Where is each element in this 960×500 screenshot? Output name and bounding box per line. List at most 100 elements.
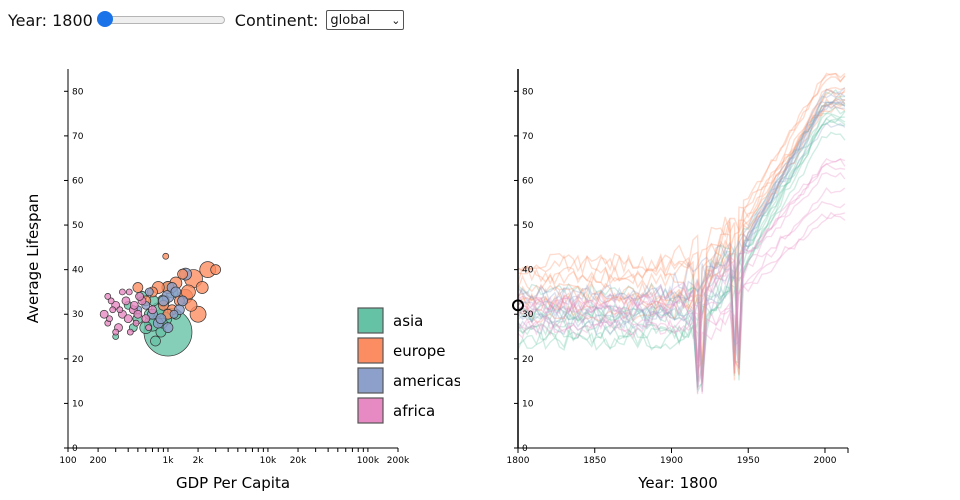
- series-line-americas: [517, 87, 846, 354]
- x-tick-label: 1900: [660, 456, 683, 466]
- x-tick-label: 2000: [814, 456, 837, 466]
- bubble-americas: [158, 295, 169, 307]
- y-tick-label: 70: [522, 132, 534, 142]
- y-tick-label: 80: [522, 87, 534, 97]
- x-tick-label: 1800: [507, 456, 530, 466]
- y-tick-label: 50: [522, 221, 534, 231]
- bubble-africa: [123, 314, 133, 324]
- bubble-africa: [121, 296, 131, 306]
- year-slider-track[interactable]: [96, 16, 225, 24]
- country-lines: [517, 72, 846, 395]
- series-line-asia: [517, 110, 846, 324]
- year-slider-thumb[interactable]: [96, 11, 113, 27]
- bubble-europe: [181, 284, 196, 300]
- continent-select[interactable]: global ⌄: [326, 10, 405, 30]
- y-tick-label: 60: [522, 176, 534, 186]
- x-tick-label: 20k: [290, 456, 307, 466]
- bubble-africa: [107, 297, 115, 305]
- series-line-americas: [517, 101, 845, 390]
- series-line-europe: [517, 72, 846, 305]
- y-tick-label: 30: [522, 310, 534, 320]
- x-tick-label: 2k: [193, 456, 205, 466]
- bubble-europe: [177, 268, 188, 280]
- legend-swatch-americas: [357, 367, 384, 394]
- series-line-asia: [517, 119, 845, 354]
- series-line-europe: [517, 72, 846, 370]
- line-chart: 0 10 20 30 40 50 60 70 80 1800 1850 1900 1950 2000 Yea…: [507, 69, 849, 492]
- continent-label: Continent:: [234, 10, 319, 30]
- series-line-europe: [517, 89, 846, 383]
- y-tick-label: 60: [72, 176, 84, 186]
- legend-swatch-africa: [357, 397, 384, 424]
- series-line-americas: [517, 101, 846, 361]
- series-line-europe: [517, 105, 846, 374]
- bubble-africa: [148, 305, 157, 315]
- bubble-africa: [133, 309, 143, 319]
- bubble-africa: [99, 309, 109, 319]
- y-tick-label: 80: [72, 87, 84, 97]
- x-tick-label: 1850: [583, 456, 606, 466]
- x-tick-label: 10k: [260, 456, 277, 466]
- bubble-africa: [104, 293, 112, 300]
- continent-select-value: global: [330, 13, 371, 28]
- year-slider[interactable]: [96, 10, 225, 30]
- chevron-down-icon: ⌄: [391, 14, 401, 27]
- y-tick-label: 70: [72, 132, 84, 142]
- series-line-europe: [517, 86, 846, 376]
- bubble-africa: [145, 324, 152, 331]
- bubble-americas: [169, 309, 179, 319]
- series-line-europe: [517, 97, 846, 383]
- series-line-africa: [517, 200, 846, 364]
- y-tick-label: 20: [72, 355, 84, 365]
- bubble-americas: [177, 295, 188, 307]
- series-line-americas: [517, 122, 846, 369]
- x-tick-label: 100k: [357, 456, 380, 466]
- bubble-africa: [106, 315, 113, 323]
- y-tick-label: 40: [522, 266, 534, 276]
- series-line-europe: [517, 75, 846, 372]
- x-axis-title: Year: 1800: [637, 474, 718, 492]
- bubble-africa: [112, 328, 120, 336]
- legend-label-africa: africa: [393, 402, 435, 420]
- bubble-americas: [162, 322, 174, 333]
- bubble-europe: [195, 281, 209, 294]
- bubble-africa: [141, 314, 151, 324]
- bubble-africa: [119, 288, 126, 296]
- series-line-asia: [517, 106, 846, 395]
- y-tick-label: 40: [72, 266, 84, 276]
- series-line-europe: [517, 89, 846, 375]
- series-line-asia: [517, 114, 846, 382]
- series-line-americas: [517, 100, 846, 381]
- series-line-asia: [517, 96, 846, 381]
- bubble-europe: [210, 264, 222, 275]
- bubble-africa: [129, 300, 139, 310]
- x-tick-label: 200k: [387, 456, 410, 466]
- y-tick-label: 10: [72, 399, 84, 409]
- legend-swatch-asia: [357, 307, 384, 334]
- series-line-asia: [517, 116, 845, 382]
- x-tick-label: 100: [59, 456, 76, 466]
- series-line-americas: [517, 101, 846, 383]
- series-line-africa: [517, 211, 846, 363]
- bubble-europe: [132, 282, 144, 293]
- series-line-europe: [517, 97, 846, 377]
- series-line-africa: [517, 212, 846, 380]
- legend-swatch-europe: [357, 337, 384, 364]
- series-line-africa: [517, 171, 846, 376]
- series-line-africa: [517, 158, 846, 394]
- bubble-africa: [126, 328, 134, 336]
- bubble-africa: [109, 306, 117, 314]
- series-line-africa: [517, 157, 846, 367]
- y-tick-label: 30: [72, 310, 84, 320]
- y-tick-label: 20: [522, 355, 534, 365]
- y-axis-title: Average Lifespan: [24, 194, 42, 323]
- legend-label-asia: asia: [393, 312, 423, 330]
- series-line-asia: [517, 118, 846, 392]
- bubble-americas: [170, 286, 182, 298]
- series-line-asia: [517, 131, 846, 381]
- x-tick-label: 200: [89, 456, 106, 466]
- bubble-americas: [144, 287, 154, 297]
- bubble-africa: [116, 306, 124, 314]
- x-axis-title: GDP Per Capita: [176, 474, 290, 492]
- bubble-africa: [132, 319, 140, 327]
